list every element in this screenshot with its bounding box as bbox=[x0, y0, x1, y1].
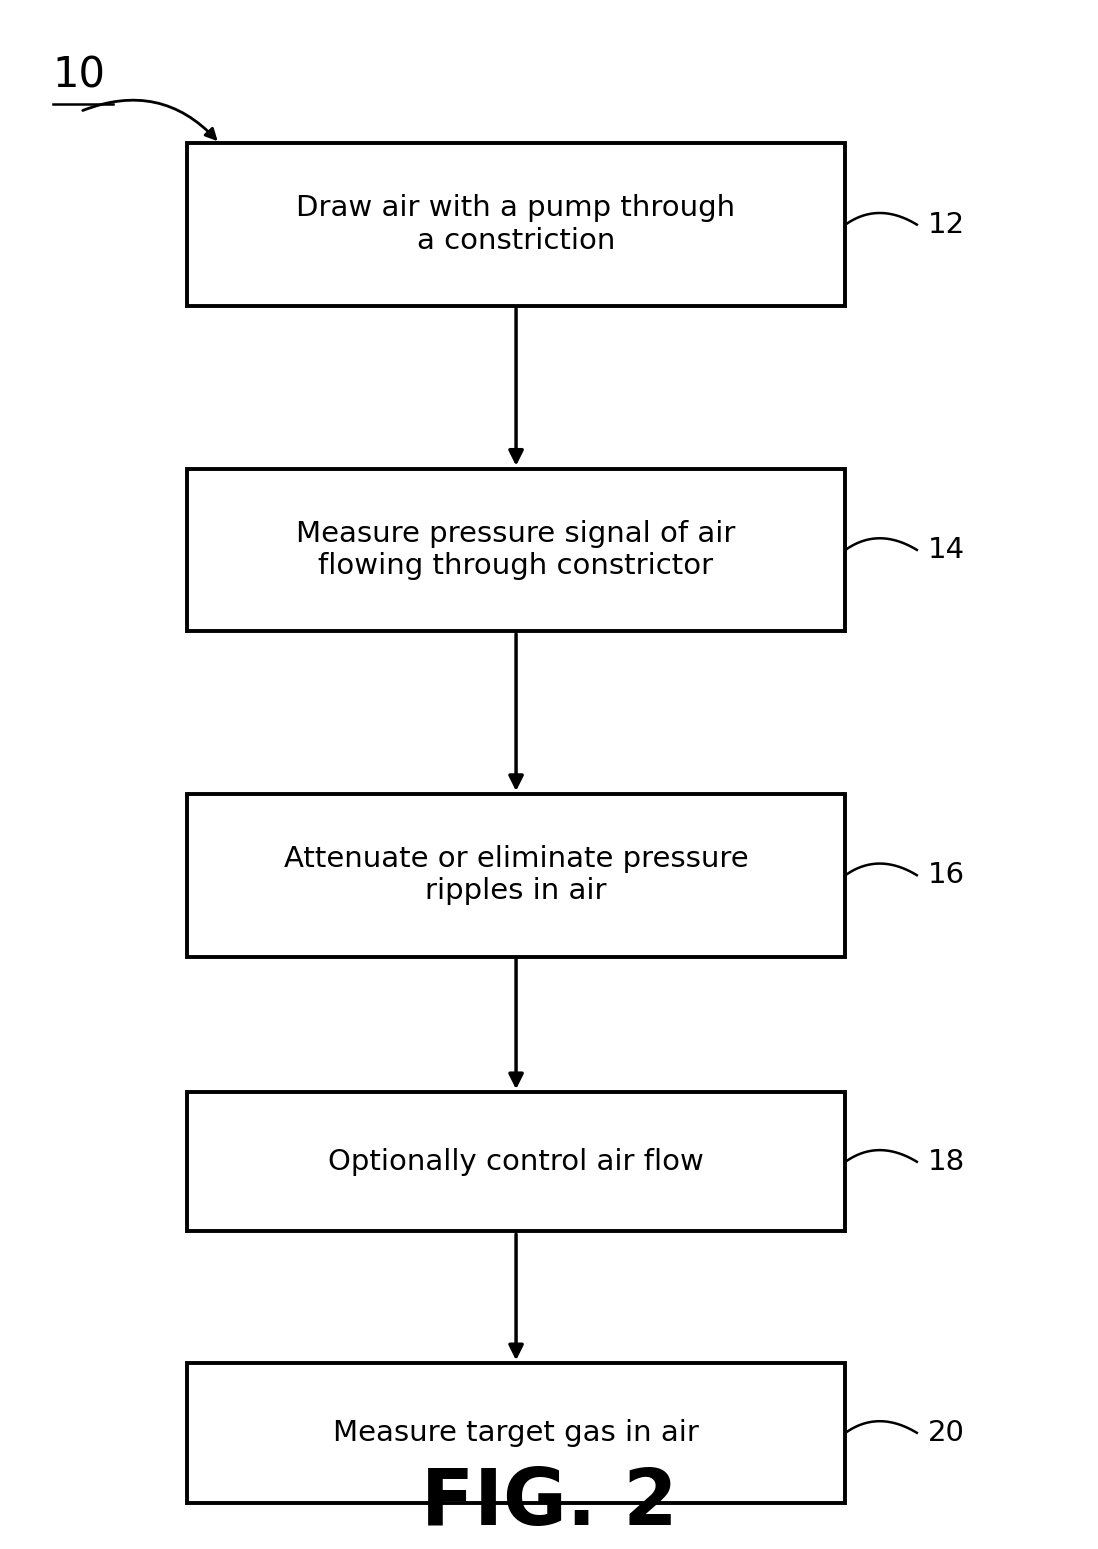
Text: Draw air with a pump through
a constriction: Draw air with a pump through a constrict… bbox=[296, 195, 736, 254]
Text: 16: 16 bbox=[928, 861, 965, 889]
FancyBboxPatch shape bbox=[187, 1363, 845, 1503]
Text: 18: 18 bbox=[928, 1148, 965, 1176]
Text: 14: 14 bbox=[928, 536, 965, 564]
FancyBboxPatch shape bbox=[187, 1092, 845, 1231]
Text: Attenuate or eliminate pressure
ripples in air: Attenuate or eliminate pressure ripples … bbox=[283, 846, 749, 905]
FancyBboxPatch shape bbox=[187, 795, 845, 956]
FancyBboxPatch shape bbox=[187, 468, 845, 632]
Text: Measure pressure signal of air
flowing through constrictor: Measure pressure signal of air flowing t… bbox=[296, 520, 736, 579]
Text: 20: 20 bbox=[928, 1419, 965, 1447]
Text: Optionally control air flow: Optionally control air flow bbox=[328, 1148, 704, 1176]
Text: Measure target gas in air: Measure target gas in air bbox=[333, 1419, 699, 1447]
Text: FIG. 2: FIG. 2 bbox=[421, 1465, 677, 1541]
Text: 10: 10 bbox=[53, 54, 105, 96]
FancyBboxPatch shape bbox=[187, 144, 845, 307]
Text: 12: 12 bbox=[928, 211, 965, 239]
